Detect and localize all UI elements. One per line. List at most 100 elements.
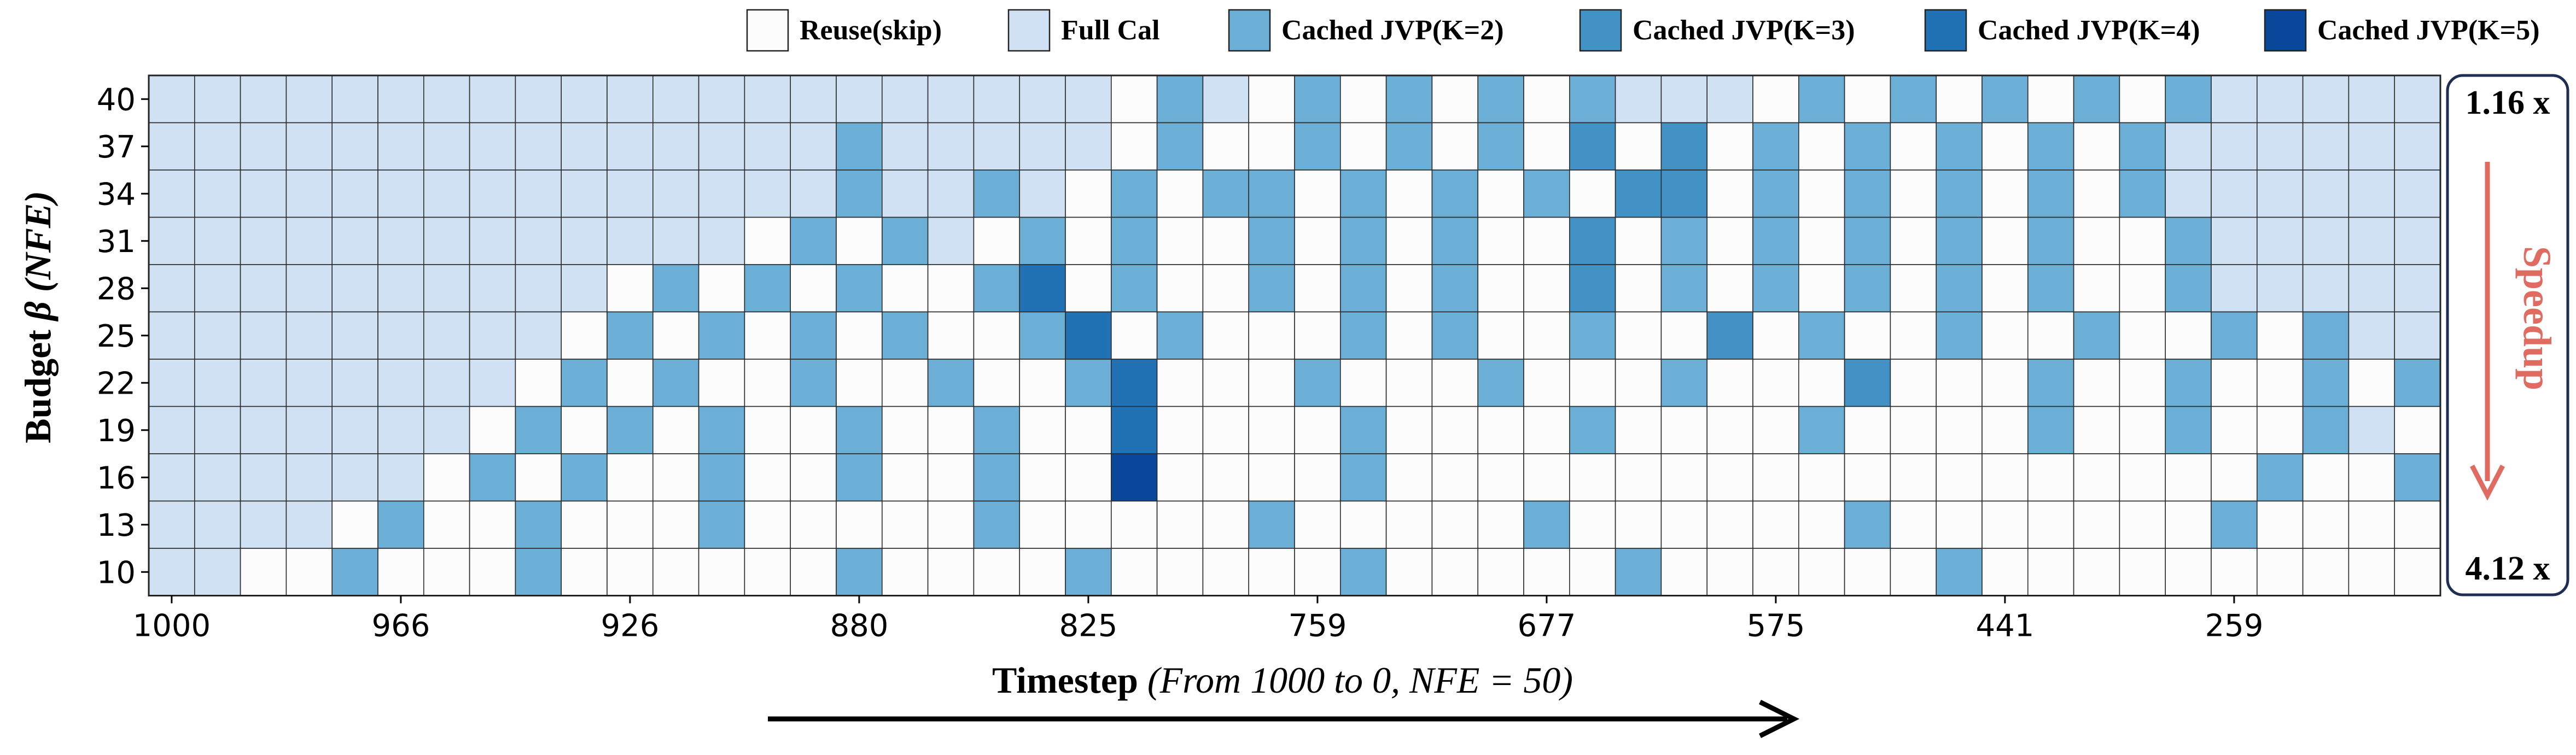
heatmap-cell xyxy=(1294,264,1341,313)
heatmap-cell xyxy=(1477,359,1524,407)
heatmap-cell xyxy=(1752,311,1799,360)
heatmap-cell xyxy=(2119,453,2166,502)
heatmap-cell xyxy=(285,500,333,549)
heatmap-cell xyxy=(469,264,516,313)
heatmap-cell xyxy=(1019,75,1066,124)
heatmap-cell xyxy=(973,216,1021,265)
heatmap-cell xyxy=(2256,548,2304,596)
heatmap-cell xyxy=(1523,122,1570,171)
heatmap-cell xyxy=(1844,359,1891,407)
heatmap-cell xyxy=(2119,406,2166,454)
heatmap-cell xyxy=(1065,264,1112,313)
heatmap-cell xyxy=(2394,311,2441,360)
heatmap-cell xyxy=(1890,122,1937,171)
heatmap-cell xyxy=(836,406,883,454)
heatmap-cell xyxy=(331,548,378,596)
heatmap-cell xyxy=(607,359,654,407)
heatmap-cell xyxy=(1065,500,1112,549)
heatmap-cell xyxy=(1111,453,1158,502)
heatmap-cell xyxy=(2211,75,2258,124)
heatmap-cell xyxy=(377,500,424,549)
heatmap-cell xyxy=(561,169,608,218)
heatmap-cell xyxy=(1111,75,1158,124)
heatmap-cell xyxy=(1019,500,1066,549)
heatmap-cell xyxy=(1936,264,1983,313)
heatmap-cell xyxy=(1385,359,1433,407)
x-tick-label: 880 xyxy=(830,608,888,644)
heatmap-cell xyxy=(2119,169,2166,218)
heatmap-cell xyxy=(2302,548,2350,596)
heatmap-cell xyxy=(1065,311,1112,360)
heatmap-cell xyxy=(515,216,562,265)
heatmap-cell xyxy=(2073,311,2120,360)
heatmap-cell xyxy=(1706,122,1753,171)
heatmap-cell xyxy=(607,500,654,549)
heatmap-cell xyxy=(423,500,470,549)
heatmap-cell xyxy=(1431,75,1478,124)
heatmap-cell xyxy=(1477,264,1524,313)
heatmap-cell xyxy=(1981,311,2029,360)
y-tick-label: 19 xyxy=(97,413,136,449)
heatmap-cell xyxy=(652,216,700,265)
heatmap-cell xyxy=(1798,264,1845,313)
heatmap-cell xyxy=(652,406,700,454)
heatmap-cell xyxy=(1340,75,1387,124)
heatmap-cell xyxy=(1569,500,1616,549)
heatmap-cell xyxy=(148,264,195,313)
heatmap-cell xyxy=(1981,169,2029,218)
heatmap-cell xyxy=(1890,311,1937,360)
heatmap-cell xyxy=(515,548,562,596)
heatmap-cell xyxy=(1706,216,1753,265)
heatmap-cell xyxy=(698,453,745,502)
heatmap-cell xyxy=(1156,406,1204,454)
heatmap-cell xyxy=(423,359,470,407)
heatmap-cell xyxy=(1202,453,1249,502)
heatmap-cell xyxy=(561,216,608,265)
legend-label: Full Cal xyxy=(1061,15,1160,46)
heatmap-cell xyxy=(973,359,1021,407)
heatmap-cell xyxy=(2165,169,2212,218)
heatmap-cell xyxy=(1523,169,1570,218)
heatmap-cell xyxy=(927,359,975,407)
heatmap-cell xyxy=(2073,500,2120,549)
heatmap-cell xyxy=(515,359,562,407)
heatmap-cell xyxy=(1844,216,1891,265)
heatmap-cell xyxy=(2165,264,2212,313)
heatmap-cell xyxy=(698,500,745,549)
heatmap-cell xyxy=(836,169,883,218)
heatmap-cell xyxy=(240,500,287,549)
heatmap-cell xyxy=(1019,216,1066,265)
heatmap-cell xyxy=(1706,406,1753,454)
heatmap-cell xyxy=(698,548,745,596)
legend-swatch xyxy=(1007,9,1051,52)
heatmap-cell xyxy=(331,169,378,218)
heatmap-cell xyxy=(423,75,470,124)
heatmap-cell xyxy=(927,264,975,313)
heatmap-cell xyxy=(1385,264,1433,313)
heatmap-cell xyxy=(1615,122,1662,171)
heatmap-cell xyxy=(194,75,241,124)
x-axis-label: Timestep (From 1000 to 0, NFE = 50) xyxy=(992,659,1573,701)
heatmap-cell xyxy=(1202,122,1249,171)
heatmap-cell xyxy=(2302,500,2350,549)
heatmap-cell xyxy=(561,500,608,549)
heatmap-cell xyxy=(285,453,333,502)
heatmap-cell xyxy=(1065,406,1112,454)
legend-swatch xyxy=(2264,9,2307,52)
heatmap-cell xyxy=(2027,359,2074,407)
heatmap-cell xyxy=(1065,169,1112,218)
heatmap-cell xyxy=(423,122,470,171)
heatmap-cell xyxy=(1752,500,1799,549)
heatmap-cell xyxy=(469,216,516,265)
heatmap-cell xyxy=(2165,216,2212,265)
heatmap-cell xyxy=(1523,406,1570,454)
heatmap-cell xyxy=(1111,500,1158,549)
heatmap-cell xyxy=(973,453,1021,502)
heatmap-cell xyxy=(240,75,287,124)
heatmap-cell xyxy=(148,406,195,454)
heatmap-cell xyxy=(1936,359,1983,407)
heatmap-cell xyxy=(469,548,516,596)
heatmap-cell xyxy=(1156,453,1204,502)
heatmap-cell xyxy=(377,453,424,502)
heatmap-cell xyxy=(1294,75,1341,124)
